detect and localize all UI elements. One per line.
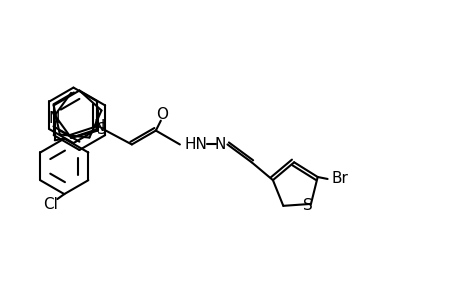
Text: Br: Br [330, 172, 347, 187]
Text: Cl: Cl [43, 196, 58, 211]
Text: HN: HN [184, 137, 207, 152]
Text: S: S [302, 198, 312, 213]
Text: N: N [48, 111, 59, 126]
Text: O: O [156, 107, 168, 122]
Text: S: S [97, 122, 106, 137]
Text: N: N [94, 119, 105, 134]
Text: N: N [214, 137, 226, 152]
